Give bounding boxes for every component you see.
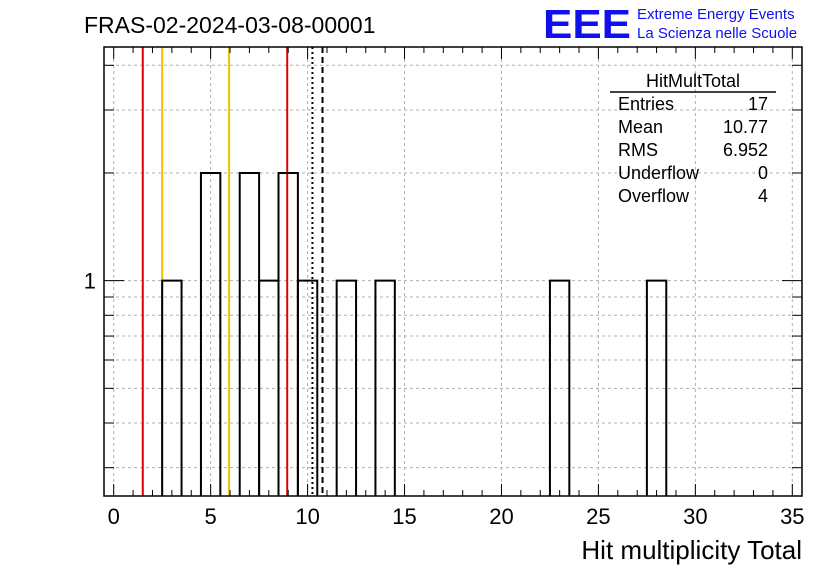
logo-line-1: Extreme Energy Events (637, 6, 795, 23)
x-tick-label: 30 (683, 504, 707, 529)
x-tick-label: 0 (108, 504, 120, 529)
stats-title: HitMultTotal (646, 71, 740, 91)
plot-frame (103, 46, 803, 497)
reference-lines-layer (141, 47, 324, 496)
stats-entries-value: 17 (748, 94, 768, 114)
stats-underflow-label: Underflow (618, 163, 700, 183)
stats-overflow-value: 4 (758, 186, 768, 206)
histogram-bar (296, 279, 319, 496)
logo-letters: EEE (543, 1, 631, 47)
stats-entries-label: Entries (618, 94, 674, 114)
stats-rms-label: RMS (618, 140, 658, 160)
eee-logo: EEE Extreme Energy Events La Scienza nel… (543, 1, 797, 47)
histogram-bar (238, 171, 261, 496)
stats-mean-value: 10.77 (723, 117, 768, 137)
stats-box: HitMultTotal Entries 17 Mean 10.77 RMS 6… (610, 71, 776, 206)
stats-overflow-label: Overflow (618, 186, 690, 206)
histogram-bar (335, 279, 358, 496)
stats-rms-value: 6.952 (723, 140, 768, 160)
stats-underflow-value: 0 (758, 163, 768, 183)
stats-mean-label: Mean (618, 117, 663, 137)
logo-line-2: La Scienza nelle Scuole (637, 25, 797, 42)
histogram-bar (548, 279, 571, 496)
histogram-bar (199, 171, 222, 496)
grid-layer (104, 47, 802, 496)
y-tick-label: 1 (84, 269, 96, 294)
x-tick-label: 15 (392, 504, 416, 529)
x-axis-label: Hit multiplicity Total (581, 535, 802, 565)
chart-title: FRAS-02-2024-03-08-00001 (84, 12, 376, 38)
histogram-bar (645, 279, 668, 496)
histogram-layer (161, 171, 668, 496)
x-tick-label: 20 (489, 504, 513, 529)
histogram-bar (161, 279, 183, 496)
x-tick-label: 35 (780, 504, 804, 529)
x-tick-label: 5 (205, 504, 217, 529)
histogram-bar (374, 279, 396, 496)
axis-layer: 0 5 10 15 20 25 30 35 1 (84, 47, 805, 529)
x-tick-label: 10 (295, 504, 319, 529)
x-tick-label: 25 (586, 504, 610, 529)
